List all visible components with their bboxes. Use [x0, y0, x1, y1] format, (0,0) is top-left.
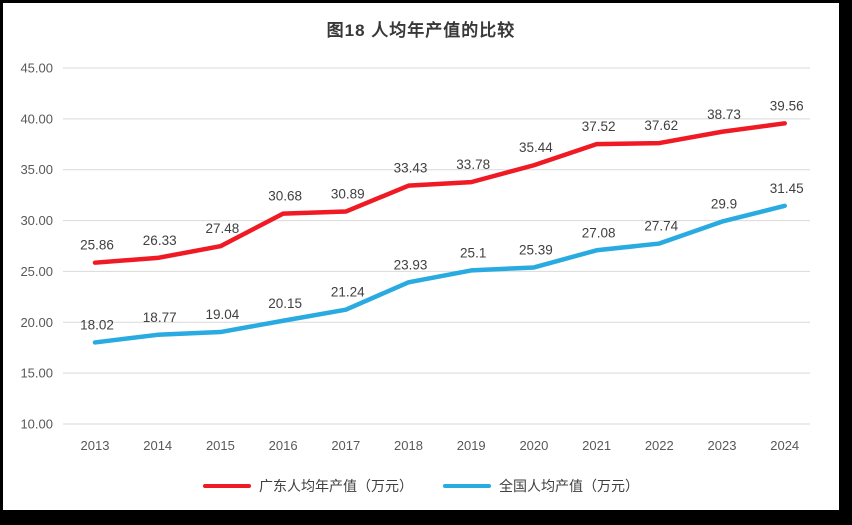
y-tick-label: 45.00 [20, 61, 53, 76]
x-tick-label: 2023 [708, 438, 737, 453]
legend-swatch-guangdong [203, 484, 251, 488]
data-label: 30.68 [268, 189, 302, 204]
legend-item-national: 全国人均产值（万元） [443, 476, 639, 496]
x-tick-label: 2014 [143, 438, 172, 453]
x-tick-label: 2016 [269, 438, 298, 453]
x-tick-label: 2020 [519, 438, 548, 453]
x-tick-label: 2019 [457, 438, 486, 453]
chart-plot-area: 10.00 15.00 20.00 25.00 30.00 35.00 40.00 45.00… [20, 61, 810, 453]
x-tick-label: 2022 [645, 438, 674, 453]
data-label: 25.39 [519, 242, 553, 257]
y-tick-label: 40.00 [20, 111, 53, 126]
data-label: 37.52 [582, 119, 616, 134]
x-tick-label: 2021 [582, 438, 611, 453]
data-label: 26.33 [143, 233, 177, 248]
y-tick-label: 15.00 [20, 366, 53, 381]
data-label: 18.77 [143, 310, 177, 325]
x-tick-label: 2015 [206, 438, 235, 453]
data-label: 38.73 [707, 107, 741, 122]
data-label: 20.15 [268, 296, 302, 311]
y-tick-label: 35.00 [20, 162, 53, 177]
series-line-0 [92, 121, 787, 265]
legend-label-guangdong: 广东人均年产值（万元） [259, 478, 413, 494]
chart-legend: 广东人均年产值（万元） 全国人均产值（万元） [3, 476, 839, 496]
data-label: 30.89 [331, 187, 365, 202]
data-label: 39.56 [770, 98, 804, 113]
data-label: 18.02 [80, 317, 114, 332]
y-tick-label: 25.00 [20, 264, 53, 279]
data-label: 25.1 [460, 245, 486, 260]
data-label: 35.44 [519, 140, 553, 155]
chart-title: 图18 人均年产值的比较 [326, 21, 516, 40]
legend-swatch-national [443, 484, 491, 488]
data-label: 29.9 [711, 197, 737, 212]
data-label: 21.24 [331, 285, 365, 300]
data-label: 23.93 [394, 257, 428, 272]
data-label: 31.45 [770, 181, 804, 196]
x-tick-label: 2024 [770, 438, 799, 453]
data-label: 33.78 [456, 157, 490, 172]
x-tick-label: 2018 [394, 438, 423, 453]
data-label: 37.62 [644, 118, 678, 133]
series-line-1 [92, 203, 787, 345]
x-tick-label: 2017 [331, 438, 360, 453]
y-tick-label: 30.00 [20, 213, 53, 228]
data-label: 27.74 [644, 219, 678, 234]
data-label: 33.43 [394, 161, 428, 176]
legend-item-guangdong: 广东人均年产值（万元） [203, 476, 413, 496]
y-tick-label: 10.00 [20, 417, 53, 432]
y-tick-label: 20.00 [20, 315, 53, 330]
data-label: 19.04 [206, 307, 240, 322]
data-label: 27.08 [582, 225, 616, 240]
legend-label-national: 全国人均产值（万元） [499, 478, 639, 494]
data-label: 27.48 [206, 221, 240, 236]
chart-canvas: 图18 人均年产值的比较 10.00 15.00 20.00 25.00 30.00 35… [3, 3, 839, 510]
data-label: 25.86 [80, 238, 114, 253]
x-tick-label: 2013 [81, 438, 110, 453]
